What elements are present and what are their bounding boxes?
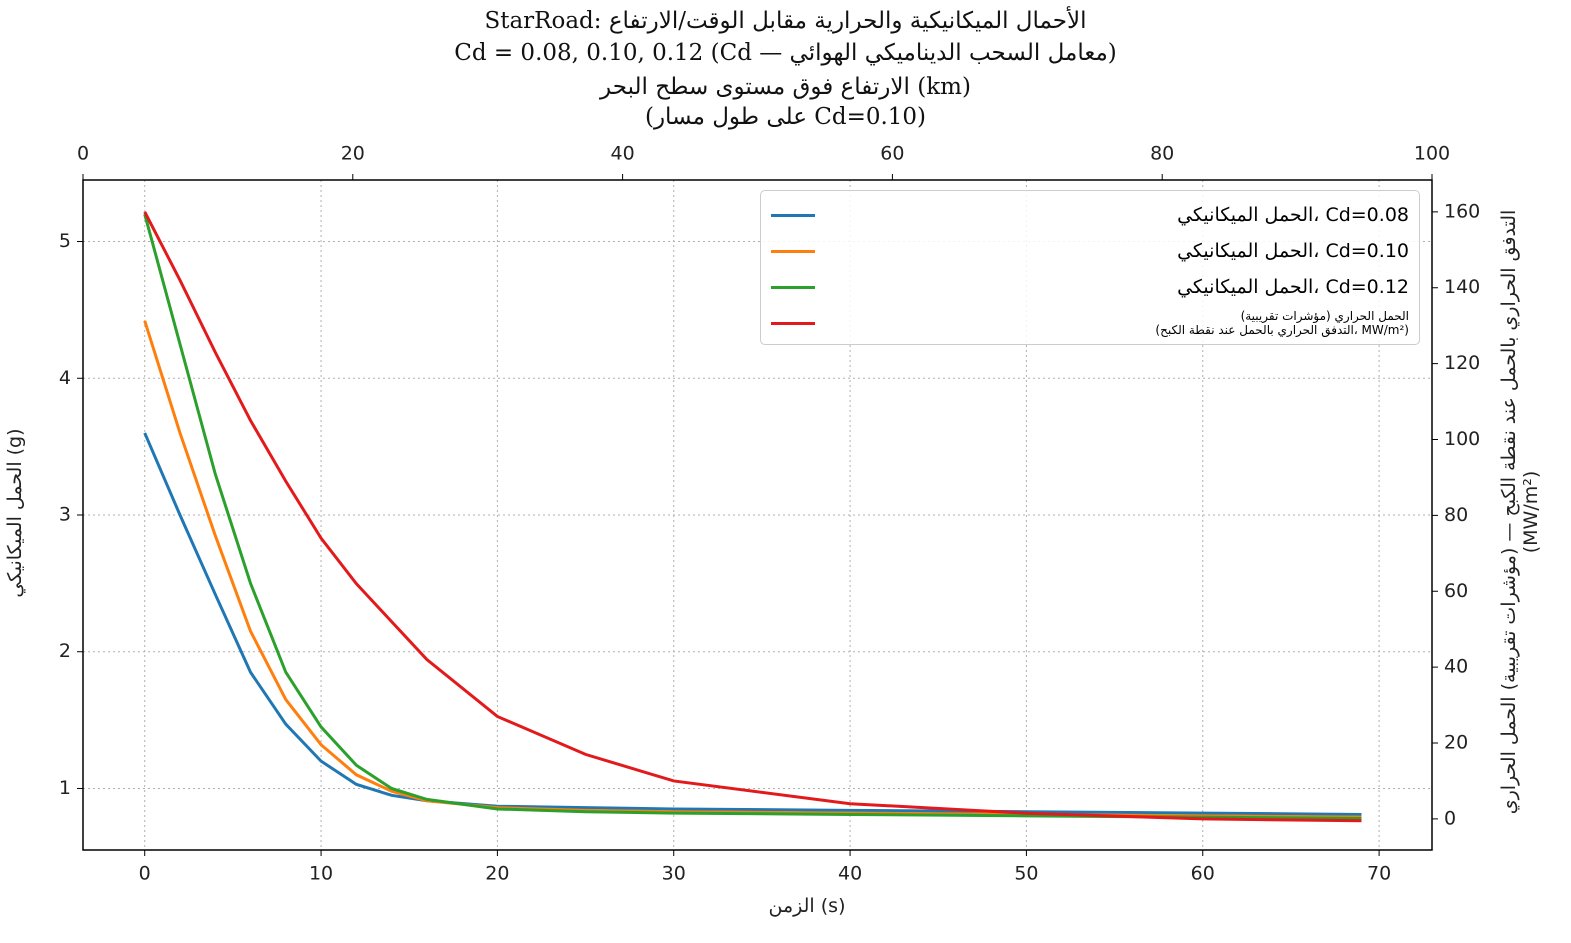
plot-frame	[82, 179, 1433, 851]
y2-tick-label: 60	[1444, 580, 1468, 602]
legend-entry: الحمل الحراري (مؤشرات تقريبية) (التدفق ا…	[771, 305, 1409, 341]
x2-tick-label: 0	[77, 143, 89, 165]
data-line	[143, 432, 1362, 816]
legend-label: الحمل الميكانيكي، Cd=0.08	[1177, 204, 1409, 226]
legend-label: الحمل الحراري (مؤشرات تقريبية) (التدفق ا…	[1155, 309, 1409, 337]
chart-title: StarRoad: الأحمال الميكانيكية والحرارية …	[484, 8, 1087, 34]
y2-tick-label: 0	[1444, 807, 1456, 829]
legend-entry: الحمل الميكانيكي، Cd=0.08	[771, 197, 1409, 233]
y2-tick-label: 100	[1444, 428, 1480, 450]
legend-swatch	[771, 249, 815, 253]
legend-swatch	[771, 285, 815, 289]
x-axis-label: الزمن (s)	[768, 895, 846, 917]
x2-axis-label: الارتفاع فوق مستوى سطح البحر (km)	[600, 74, 971, 100]
data-line	[143, 320, 1362, 819]
chart-subtitle: Cd = 0.08, 0.10, 0.12 (Cd — معامل السحب …	[454, 40, 1117, 66]
x-tick-label: 10	[309, 863, 333, 885]
x-tick-label: 40	[838, 863, 862, 885]
x2-axis-note: (على طول مسار Cd=0.10)	[644, 104, 927, 130]
legend-swatch	[771, 321, 815, 325]
y2-tick-label: 80	[1444, 504, 1468, 526]
y2-tick-label: 160	[1444, 200, 1480, 222]
legend-entry: الحمل الميكانيكي، Cd=0.10	[771, 233, 1409, 269]
data-line	[143, 211, 1362, 823]
x-tick-label: 50	[1014, 863, 1038, 885]
y2-tick-label: 20	[1444, 732, 1468, 754]
x2-tick-label: 100	[1414, 143, 1450, 165]
legend-swatch	[771, 213, 815, 217]
x2-tick-label: 80	[1150, 143, 1174, 165]
x-tick-label: 30	[662, 863, 686, 885]
y-tick-label: 4	[59, 367, 71, 389]
y-tick-label: 5	[59, 230, 71, 252]
x-tick-label: 0	[139, 863, 151, 885]
y-tick-label: 2	[59, 640, 71, 662]
x-tick-label: 20	[485, 863, 509, 885]
y2-tick-label: 120	[1444, 352, 1480, 374]
y-tick-label: 1	[59, 777, 71, 799]
y2-tick-label: 40	[1444, 656, 1468, 678]
x-tick-label: 70	[1367, 863, 1391, 885]
legend-label: الحمل الميكانيكي، Cd=0.12	[1177, 276, 1409, 298]
data-line	[143, 213, 1362, 821]
y2-axis-label: التدفق الحراري بالحمل عند نقطة الكبح — (…	[1498, 209, 1542, 815]
legend: الحمل الميكانيكي، Cd=0.08 الحمل الميكانيك…	[760, 190, 1420, 345]
y-tick-label: 3	[59, 504, 71, 526]
legend-label: الحمل الميكانيكي، Cd=0.10	[1177, 240, 1409, 262]
x2-tick-label: 60	[880, 143, 904, 165]
x2-tick-label: 20	[341, 143, 365, 165]
legend-entry: الحمل الميكانيكي، Cd=0.12	[771, 269, 1409, 305]
x2-tick-label: 40	[611, 143, 635, 165]
y-axis-label: الحمل الميكانيكي (g)	[4, 428, 26, 598]
y2-tick-label: 140	[1444, 276, 1480, 298]
x-tick-label: 60	[1191, 863, 1215, 885]
